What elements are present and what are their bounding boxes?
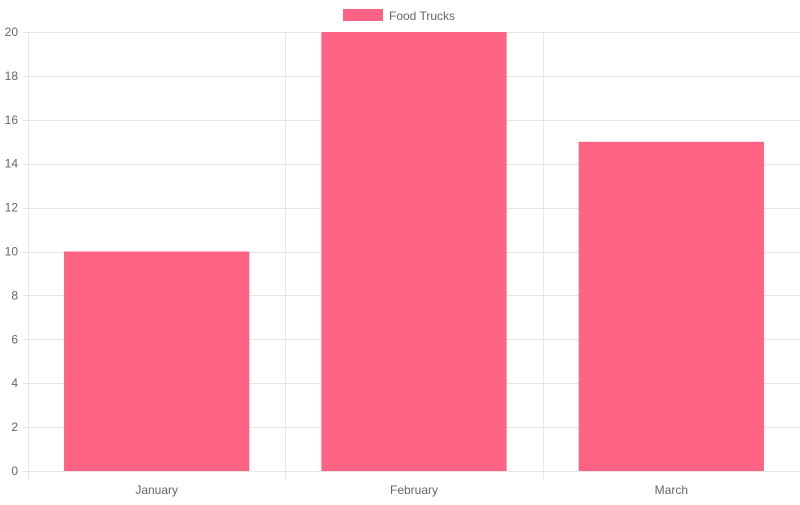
bar-february[interactable]	[321, 32, 507, 471]
y-tick-label: 12	[5, 201, 19, 215]
y-tick-label: 8	[11, 288, 18, 302]
x-tick-label: February	[390, 483, 438, 497]
y-tick-label: 4	[11, 376, 18, 390]
legend-label-food-trucks[interactable]: Food Trucks	[389, 9, 455, 23]
y-tick-label: 14	[5, 157, 19, 171]
x-tick-label: January	[135, 483, 178, 497]
y-tick-label: 6	[11, 332, 18, 346]
x-tick-label: March	[655, 483, 688, 497]
y-tick-label: 18	[5, 69, 19, 83]
bar-march[interactable]	[578, 141, 764, 471]
bars	[64, 32, 764, 471]
axes: 0 2 4 6 8 10 12 14 16 18 20 January February March	[5, 25, 688, 497]
y-tick-label: 0	[11, 464, 18, 478]
y-tick-label: 16	[5, 113, 19, 127]
legend[interactable]: Food Trucks	[343, 9, 455, 23]
bar-january[interactable]	[64, 251, 250, 472]
y-tick-label: 10	[5, 245, 19, 259]
y-tick-label: 20	[5, 25, 19, 39]
legend-swatch-food-trucks[interactable]	[343, 9, 383, 21]
y-tick-label: 2	[11, 420, 18, 434]
